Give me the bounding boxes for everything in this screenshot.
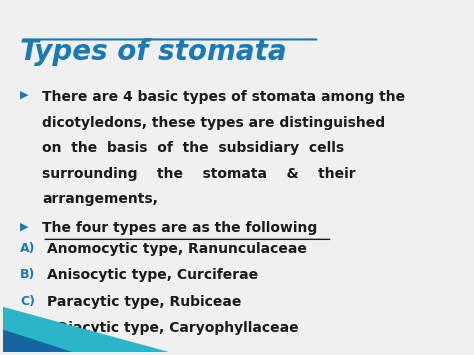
Text: Types of stomata: Types of stomata [20,38,287,66]
Text: Diacytic type, Caryophyllaceae: Diacytic type, Caryophyllaceae [47,321,298,335]
Text: Anomocytic type, Ranunculaceae: Anomocytic type, Ranunculaceae [47,242,307,256]
Text: A): A) [20,242,36,255]
Text: D): D) [20,321,36,334]
Text: dicotyledons, these types are distinguished: dicotyledons, these types are distinguis… [42,116,385,130]
Text: Anisocytic type, Curciferae: Anisocytic type, Curciferae [47,268,258,282]
Text: ▶: ▶ [20,90,29,100]
Text: arrangements,: arrangements, [42,192,158,206]
Text: ▶: ▶ [20,221,29,231]
Text: C): C) [20,295,36,307]
Text: B): B) [20,268,36,282]
Text: on  the  basis  of  the  subsidiary  cells: on the basis of the subsidiary cells [42,141,345,155]
Text: There are 4 basic types of stomata among the: There are 4 basic types of stomata among… [42,90,405,104]
Text: The four types are as the following: The four types are as the following [42,221,318,235]
Polygon shape [3,307,170,352]
Polygon shape [3,329,73,352]
Text: surrounding    the    stomata    &    their: surrounding the stomata & their [42,166,356,181]
Text: Paracytic type, Rubiceae: Paracytic type, Rubiceae [47,295,241,308]
